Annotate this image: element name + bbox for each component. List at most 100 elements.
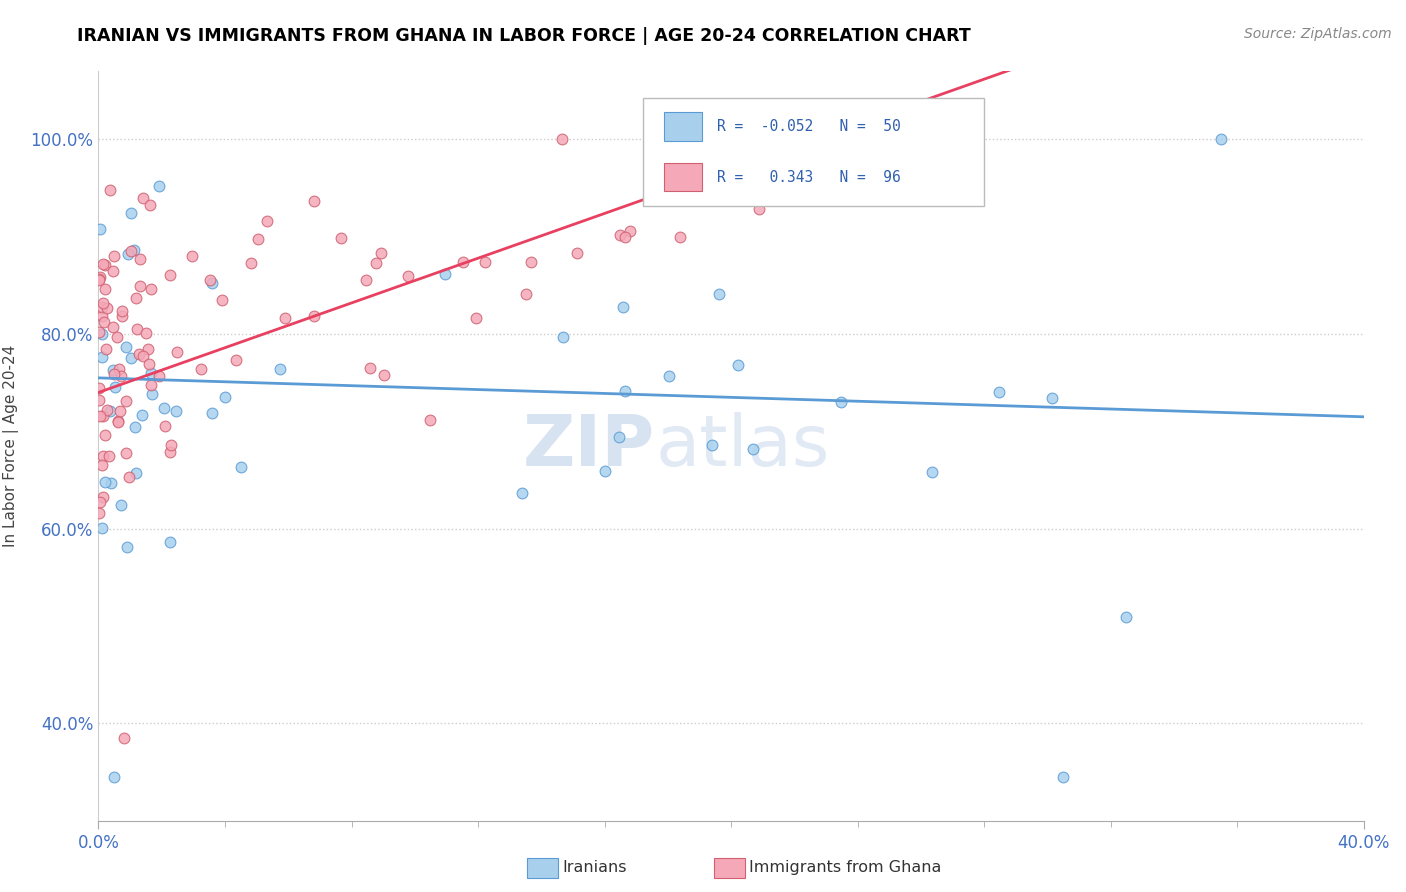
Point <box>269 362 291 376</box>
Point <box>117 470 139 484</box>
Point <box>201 276 224 290</box>
Point <box>125 291 148 305</box>
Point <box>91 296 114 310</box>
Point <box>91 458 114 472</box>
Point <box>89 409 111 424</box>
Point <box>93 315 115 329</box>
Point <box>98 404 121 418</box>
Point <box>256 214 278 228</box>
Point <box>593 464 616 478</box>
Point <box>114 394 136 409</box>
Point <box>132 191 155 205</box>
Point <box>120 244 142 258</box>
Point <box>91 409 114 423</box>
Point <box>474 255 496 269</box>
Point <box>125 466 148 480</box>
Point <box>96 301 118 315</box>
Point <box>141 282 163 296</box>
Point <box>565 246 588 260</box>
Point <box>89 222 111 236</box>
Point <box>165 404 187 418</box>
Point <box>94 428 117 442</box>
Point <box>91 300 114 314</box>
Point <box>609 228 631 243</box>
Point <box>89 325 111 339</box>
Point <box>302 194 325 209</box>
Point <box>103 770 125 784</box>
Point <box>239 256 262 270</box>
Point <box>125 322 148 336</box>
Point <box>139 366 162 380</box>
Point <box>707 287 730 301</box>
Text: R =  -0.052   N =  50: R = -0.052 N = 50 <box>717 120 901 134</box>
Point <box>246 231 269 245</box>
Point <box>94 258 117 272</box>
Point <box>91 449 114 463</box>
Point <box>396 268 419 283</box>
Point <box>111 303 134 318</box>
Point <box>91 490 114 504</box>
Point <box>101 319 124 334</box>
Point <box>87 381 110 395</box>
Point <box>148 178 170 193</box>
Point <box>138 357 160 371</box>
Point <box>139 378 162 392</box>
Point <box>131 408 153 422</box>
Point <box>510 486 533 500</box>
Point <box>465 311 488 326</box>
Bar <box>664 112 702 141</box>
Point <box>103 380 125 394</box>
Point <box>273 311 295 326</box>
Point <box>115 446 138 460</box>
Point <box>129 252 152 266</box>
Point <box>748 202 770 216</box>
Point <box>120 206 142 220</box>
Point <box>166 344 188 359</box>
Point <box>97 449 120 463</box>
Point <box>730 113 752 128</box>
Point <box>87 392 110 407</box>
Point <box>619 224 641 238</box>
Point <box>669 230 692 244</box>
Point <box>96 342 118 356</box>
Point <box>434 268 457 282</box>
Point <box>89 272 111 286</box>
Point <box>1115 609 1137 624</box>
Point <box>1052 770 1074 784</box>
Point <box>727 359 749 373</box>
Point <box>741 442 763 457</box>
Point <box>91 351 114 365</box>
Text: ZIP: ZIP <box>523 411 655 481</box>
Point <box>302 309 325 323</box>
Point <box>91 521 114 535</box>
Point <box>612 300 634 314</box>
Point <box>520 254 543 268</box>
Point <box>120 351 142 366</box>
Point <box>160 438 183 452</box>
Point <box>201 406 224 420</box>
Point <box>153 401 176 415</box>
Text: Source: ZipAtlas.com: Source: ZipAtlas.com <box>1244 27 1392 41</box>
Bar <box>664 163 702 192</box>
Point <box>107 414 129 428</box>
Point <box>190 362 212 376</box>
Point <box>136 342 159 356</box>
Point <box>830 394 852 409</box>
Point <box>921 465 943 479</box>
Point <box>148 368 170 383</box>
Point <box>370 246 392 260</box>
Point <box>112 731 135 745</box>
Text: R =   0.343   N =  96: R = 0.343 N = 96 <box>717 169 901 185</box>
Point <box>225 353 247 368</box>
Point <box>373 368 395 382</box>
Point <box>135 326 157 340</box>
FancyBboxPatch shape <box>643 97 984 206</box>
Point <box>153 418 176 433</box>
Point <box>181 249 204 263</box>
Point <box>198 273 221 287</box>
Point <box>329 231 352 245</box>
Point <box>103 363 125 377</box>
Text: IRANIAN VS IMMIGRANTS FROM GHANA IN LABOR FORCE | AGE 20-24 CORRELATION CHART: IRANIAN VS IMMIGRANTS FROM GHANA IN LABO… <box>77 27 972 45</box>
Point <box>90 327 112 342</box>
Point <box>87 506 110 520</box>
